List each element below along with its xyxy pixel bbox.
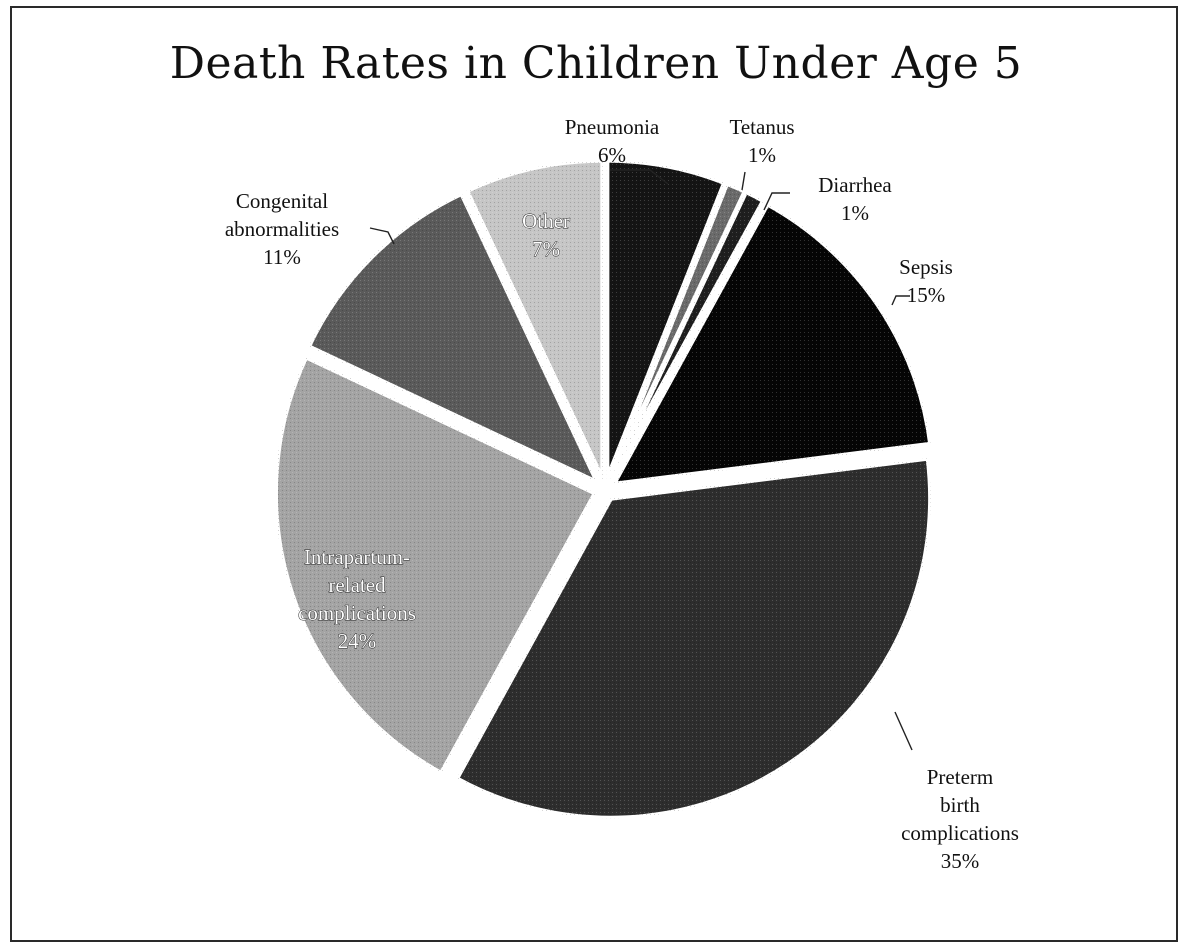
leader-line-preterm-birth-complications: [894, 711, 913, 751]
slice-label-line: Intrapartum-: [304, 545, 410, 569]
slice-labels: Pneumonia 6% Tetanus 1% Diarrhea 1% Sepsis 15% P…: [225, 115, 1019, 873]
slice-label-line: Other: [522, 209, 570, 233]
pie-slice-texture-intrapartum-related-complications: [275, 356, 596, 774]
slice-label-pneumonia: Pneumonia 6%: [565, 115, 660, 167]
leader-lines: [369, 169, 913, 751]
pie-slice-texture-other: [466, 160, 603, 481]
slice-label-line: birth: [940, 793, 980, 817]
slice-label-line: 24%: [338, 629, 377, 653]
slice-label-line: related: [328, 573, 386, 597]
pie-slices: [273, 157, 934, 821]
slice-label-line: 35%: [941, 849, 980, 873]
slice-label-line: 15%: [907, 283, 946, 307]
slice-label-other: Other 7%: [522, 209, 570, 261]
leader-line-sepsis: [891, 295, 910, 306]
leader-line-pneumonia: [610, 169, 669, 185]
slice-label-line: 7%: [532, 237, 560, 261]
slice-label-sepsis: Sepsis 15%: [899, 255, 953, 307]
slice-label-line: 6%: [598, 143, 626, 167]
pie-slice-texture-pneumonia: [606, 160, 725, 481]
slice-label-line: Diarrhea: [818, 173, 892, 197]
slice-label-tetanus: Tetanus 1%: [729, 115, 794, 167]
leader-line-tetanus: [741, 171, 746, 191]
slice-label-line: Tetanus: [729, 115, 794, 139]
slice-label-intrapartum-related-complications: Intrapartum-related complications 24%: [298, 545, 416, 653]
slice-label-line: abnormalities: [225, 217, 339, 241]
pie-slice-texture-preterm-birth-complications: [456, 458, 931, 819]
slice-label-diarrhea: Diarrhea 1%: [818, 173, 892, 225]
pie-slice-texture-sepsis: [613, 203, 931, 485]
leader-line-diarrhea: [763, 192, 790, 211]
slice-label-line: Sepsis: [899, 255, 953, 279]
leader-line-congenital-abnormalities: [369, 227, 395, 245]
slice-label-preterm-birth-complications: Preterm birth complications 35%: [901, 765, 1019, 873]
pie-slice-texture-congenital-abnormalities: [308, 193, 598, 483]
chart-title: Death Rates in Children Under Age 5: [169, 38, 1023, 89]
pie-slice-texture-diarrhea: [609, 191, 764, 482]
slice-label-line: 1%: [748, 143, 776, 167]
slice-label-line: 1%: [841, 201, 869, 225]
slice-label-line: 11%: [263, 245, 301, 269]
slice-label-line: complications: [901, 821, 1019, 845]
slice-label-line: Preterm: [927, 765, 993, 789]
slice-label-line: complications: [298, 601, 416, 625]
slice-label-line: Congenital: [236, 189, 328, 213]
slice-label-congenital-abnormalities: Congenital abnormalities 11%: [225, 189, 339, 269]
slice-label-line: Pneumonia: [565, 115, 660, 139]
